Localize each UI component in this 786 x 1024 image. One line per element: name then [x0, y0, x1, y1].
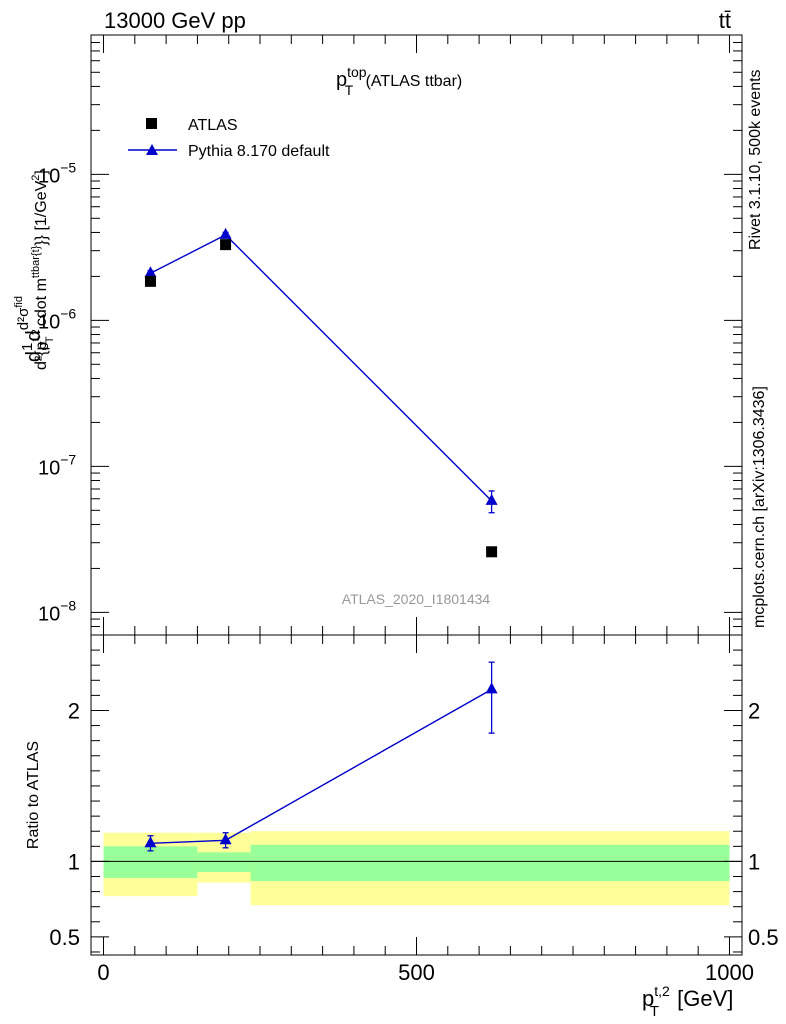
- ylabel-tail-sup: 2: [30, 175, 42, 181]
- legend-atlas-marker: [146, 118, 157, 129]
- main-y-tick-label: 10−7: [38, 451, 76, 479]
- xlabel-suffix: [GeV]: [671, 986, 733, 1011]
- mcplots-label: mcplots.cern.ch [arXiv:1306.3436]: [751, 386, 768, 628]
- ratio-pythia-point: [219, 833, 232, 845]
- x-tick-label: 500: [398, 960, 435, 985]
- ratio-bands: [103, 831, 730, 906]
- ratio-y-tick-label-right: 0.5: [748, 925, 779, 950]
- plot-title-sub: T: [345, 82, 354, 98]
- xlabel-sub: T: [650, 1003, 659, 1020]
- plot-title-base: p: [336, 69, 347, 91]
- xlabel-sup: t,2: [654, 983, 670, 999]
- ylabel-tail: }} [1/GeV: [33, 180, 50, 245]
- ratio-band-inner: [250, 844, 730, 882]
- x-tick-label: 0: [97, 960, 109, 985]
- main-ticks: [91, 34, 742, 636]
- legend-pythia-marker: [146, 144, 158, 155]
- legend-atlas-label: ATLAS: [188, 117, 238, 134]
- ylabel-frac-num: 1: [19, 343, 36, 351]
- ylabel-d: d: [23, 351, 45, 362]
- main-panel: 10−5 10−6 10−7 10−8 ptop T (ATLAS ttbar) ATL…: [13, 34, 743, 636]
- pythia-point: [219, 227, 232, 239]
- x-tick-label: 1000: [705, 960, 754, 985]
- legend: ATLAS Pythia 8.170 default: [128, 117, 330, 160]
- atlas-point: [144, 275, 156, 287]
- x-axis-label: pt,2 T [GeV]: [642, 983, 733, 1020]
- ratio-y-tick-label-right: 1: [748, 849, 760, 874]
- pythia-point: [485, 493, 498, 505]
- ratio-series: [144, 661, 498, 852]
- ylabel-frac-den: σ: [35, 341, 52, 351]
- main-y-tick-labels: 10−5 10−6 10−7 10−8: [38, 159, 76, 625]
- ratio-ticks: [91, 635, 742, 955]
- ratio-y-tick-label: 1: [68, 849, 80, 874]
- ratio-panel: 2 2 1 1 0.5 0.5 0 500 1000 Ratio to ATLAS pt,2 T …: [25, 634, 779, 1020]
- header-right: tt̄: [719, 8, 731, 33]
- ratio-pythia-line: [150, 688, 492, 845]
- ratio-y-tick-label-right: 2: [748, 698, 760, 723]
- legend-pythia-label: Pythia 8.170 default: [188, 143, 330, 160]
- plot-title: ptop T (ATLAS ttbar): [336, 64, 462, 98]
- plot-title-sup: top: [347, 64, 367, 80]
- ratio-tick-labels: 2 2 1 1 0.5 0.5 0 500 1000: [49, 698, 778, 985]
- main-y-axis-label: d1σdd²σfidd²{pt,2 T cdot mttbar{t}}} [1/G…: [13, 170, 56, 370]
- xlabel-base: p: [642, 986, 654, 1011]
- main-y-tick-label: 10−6: [38, 305, 76, 333]
- ratio-frame: [90, 634, 743, 956]
- rivet-label: Rivet 3.1.10, 500k events: [747, 69, 764, 250]
- ratio-y-tick-label: 2: [68, 698, 80, 723]
- ylabel-tail-end: ]: [33, 170, 50, 174]
- ratio-y-axis-label: Ratio to ATLAS: [25, 741, 42, 849]
- ylabel-denom-rest: cdot m: [33, 278, 50, 330]
- ratio-y-tick-label: 0.5: [49, 925, 80, 950]
- ylabel-main-sup: fid: [13, 296, 25, 308]
- ylabel-main: d²σ: [15, 307, 32, 330]
- ratio-pythia-point: [485, 682, 498, 694]
- pythia-point: [144, 266, 157, 278]
- atlas-point: [220, 239, 232, 251]
- main-y-tick-label: 10−5: [38, 159, 76, 187]
- ylabel-denom-rest-sup: ttbar{t}: [30, 245, 42, 278]
- ylabel-d2: d: [23, 330, 45, 341]
- analysis-watermark: ATLAS_2020_I1801434: [342, 591, 491, 607]
- ratio-pythia-point: [144, 836, 157, 848]
- pythia-line: [150, 234, 493, 502]
- ylabel-denom-sub: T: [44, 336, 56, 343]
- main-series: [144, 227, 498, 558]
- ratio-band-inner: [103, 846, 198, 879]
- plot-title-suffix: (ATLAS ttbar): [361, 73, 462, 90]
- ylabel-denom-sup: t,2: [30, 329, 42, 341]
- atlas-point: [486, 546, 498, 558]
- ratio-band-inner: [197, 852, 251, 872]
- ylabel-denom: d²{p: [33, 341, 50, 370]
- header-left: 13000 GeV pp: [104, 8, 246, 33]
- main-y-tick-label: 10−8: [38, 597, 76, 625]
